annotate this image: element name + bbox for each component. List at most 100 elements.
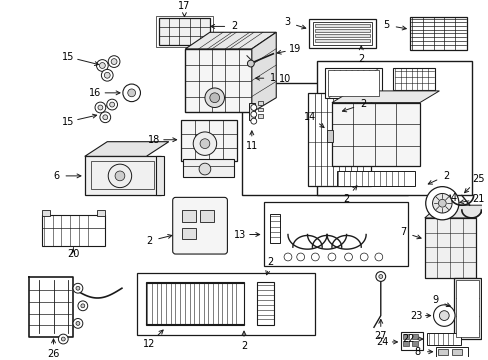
Circle shape (76, 321, 80, 325)
Bar (313, 22, 371, 45)
Circle shape (106, 99, 117, 110)
Circle shape (96, 60, 108, 71)
Circle shape (122, 84, 140, 102)
Text: 6: 6 (53, 171, 60, 181)
Polygon shape (251, 32, 276, 112)
Bar (146, 282, 244, 325)
Text: 4: 4 (450, 193, 456, 203)
Polygon shape (84, 142, 168, 156)
Bar (200, 210, 213, 222)
Circle shape (108, 56, 120, 67)
Bar (327, 70, 378, 96)
Bar (403, 341, 408, 346)
Bar (263, 202, 407, 266)
Bar (183, 159, 234, 177)
Text: 26: 26 (47, 349, 60, 359)
Bar (97, 210, 105, 216)
Text: 22: 22 (401, 334, 413, 344)
Bar (180, 120, 237, 161)
Circle shape (360, 253, 367, 261)
Bar (248, 103, 254, 120)
Bar (156, 16, 212, 47)
Text: 13: 13 (233, 230, 246, 239)
Circle shape (100, 112, 110, 123)
Circle shape (109, 102, 114, 107)
FancyBboxPatch shape (172, 197, 227, 254)
Circle shape (374, 253, 382, 261)
Text: 9: 9 (431, 295, 438, 305)
Bar (325, 68, 381, 98)
Circle shape (296, 253, 304, 261)
Bar (315, 24, 369, 27)
Circle shape (73, 319, 82, 328)
Bar (393, 68, 434, 90)
Bar (403, 334, 408, 339)
Bar (424, 218, 474, 279)
Bar (326, 130, 332, 142)
Circle shape (327, 253, 335, 261)
Bar (455, 280, 478, 337)
Circle shape (247, 60, 254, 67)
Bar (315, 39, 369, 42)
Circle shape (433, 305, 454, 326)
Bar (182, 210, 196, 222)
Text: 2: 2 (267, 257, 273, 267)
Circle shape (104, 72, 110, 78)
Text: 2: 2 (359, 99, 366, 109)
Text: 24: 24 (376, 337, 388, 347)
Text: 23: 23 (409, 311, 421, 321)
Bar (453, 279, 480, 339)
Bar (438, 349, 447, 355)
Bar (436, 347, 467, 357)
Circle shape (58, 334, 68, 344)
Circle shape (209, 93, 219, 103)
Text: 19: 19 (288, 45, 300, 54)
Polygon shape (185, 32, 276, 49)
Text: 27: 27 (374, 331, 386, 341)
Text: 17: 17 (178, 1, 190, 11)
Circle shape (108, 164, 131, 188)
Bar (242, 83, 407, 195)
Circle shape (115, 171, 124, 181)
Bar (315, 34, 369, 37)
Circle shape (439, 311, 448, 320)
Text: 2: 2 (241, 341, 246, 351)
Bar (411, 334, 417, 339)
Bar (409, 17, 466, 50)
Text: 10: 10 (278, 74, 290, 84)
Bar (411, 341, 417, 346)
Bar (401, 332, 422, 350)
Bar (185, 49, 251, 112)
Text: 2: 2 (442, 171, 448, 181)
Bar (257, 101, 262, 104)
Bar (307, 93, 370, 186)
Bar (451, 349, 461, 355)
Circle shape (95, 102, 105, 113)
Circle shape (284, 253, 291, 261)
Text: 2: 2 (146, 236, 152, 246)
Text: 3: 3 (284, 17, 289, 27)
Circle shape (193, 132, 216, 156)
Bar (317, 60, 470, 195)
Circle shape (102, 115, 107, 120)
Text: 5: 5 (383, 20, 389, 30)
Text: 7: 7 (399, 227, 406, 237)
Circle shape (73, 283, 82, 293)
Bar (336, 171, 414, 186)
Circle shape (111, 59, 117, 64)
Bar (256, 282, 274, 325)
Circle shape (98, 105, 102, 110)
Circle shape (250, 104, 256, 111)
Circle shape (78, 301, 87, 311)
Circle shape (200, 139, 209, 149)
Bar (156, 156, 163, 195)
Circle shape (204, 88, 224, 108)
Text: 12: 12 (143, 339, 155, 349)
Text: 1: 1 (270, 73, 276, 83)
Polygon shape (331, 91, 439, 103)
Text: 15: 15 (62, 117, 74, 127)
Bar (315, 30, 369, 32)
Bar (309, 19, 375, 48)
Bar (136, 273, 315, 335)
Bar (257, 114, 262, 118)
